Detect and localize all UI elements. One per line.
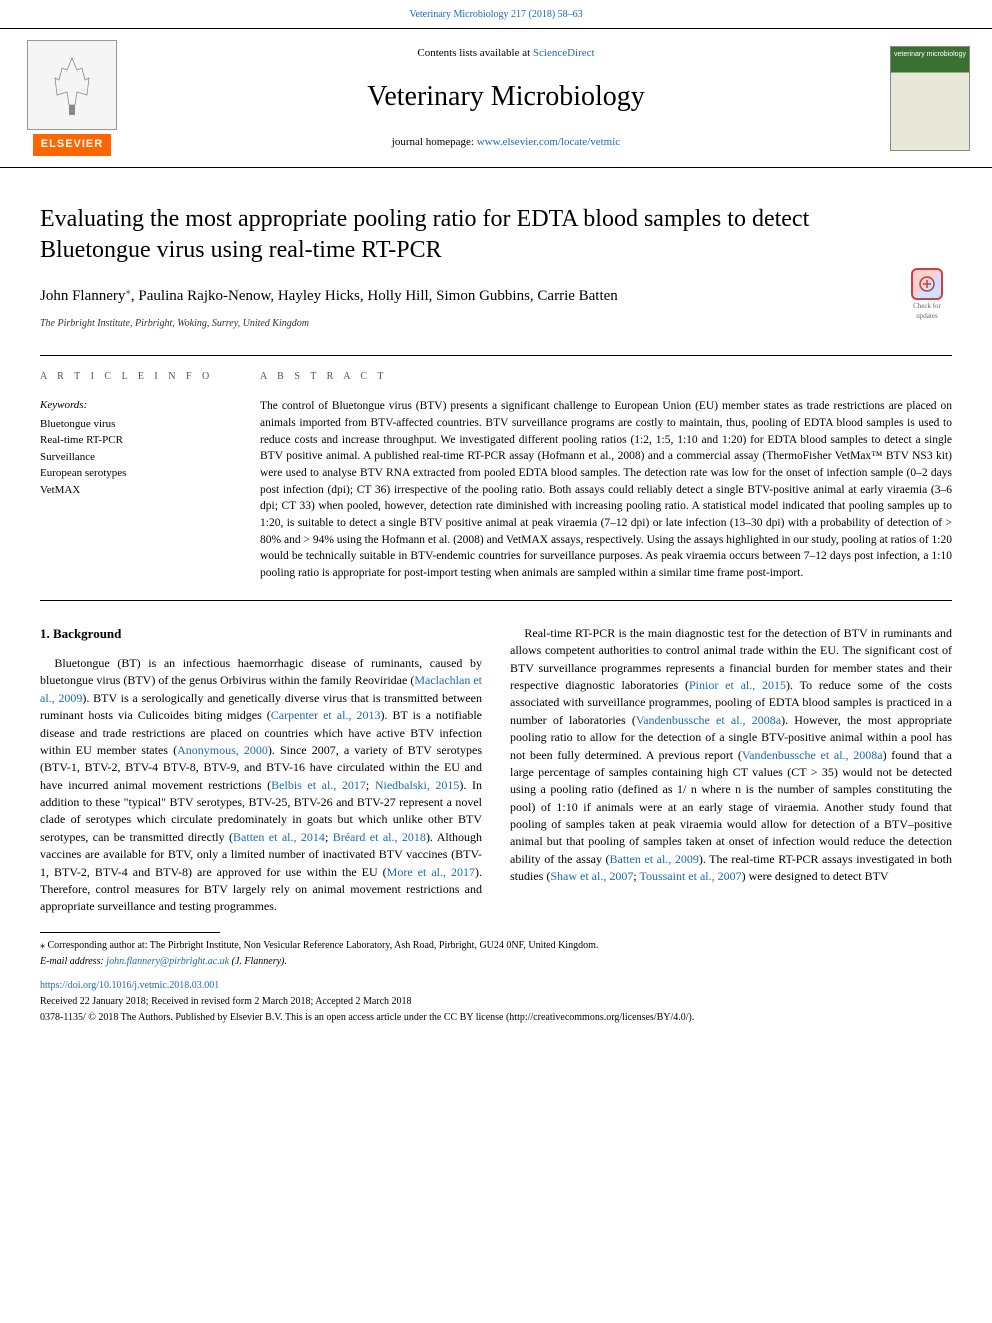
ref-link[interactable]: Carpenter et al., 2013	[271, 708, 381, 722]
ref-link[interactable]: Vandenbussche et al., 2008a	[636, 713, 781, 727]
publisher-block: ELSEVIER	[12, 40, 132, 155]
publisher-label: ELSEVIER	[33, 134, 111, 155]
footer-divider	[40, 932, 220, 933]
journal-name: Veterinary Microbiology	[132, 77, 880, 116]
email-label: E-mail address:	[40, 956, 106, 967]
homepage-link[interactable]: www.elsevier.com/locate/vetmic	[477, 136, 620, 148]
check-updates-label: Check for updates	[913, 302, 941, 320]
contents-prefix: Contents lists available at	[417, 47, 532, 59]
body-text: ;	[325, 830, 333, 844]
masthead-right: veterinary microbiology	[880, 46, 980, 151]
corresponding-author-note: ⁎ Corresponding author at: The Pirbright…	[40, 939, 952, 953]
email-line: E-mail address: john.flannery@pirbright.…	[40, 955, 952, 969]
keywords-label: Keywords:	[40, 398, 236, 413]
sciencedirect-link[interactable]: ScienceDirect	[533, 47, 595, 59]
article-info-column: A R T I C L E I N F O Keywords: Bluetong…	[40, 370, 260, 581]
ref-link[interactable]: Batten et al., 2009	[610, 852, 699, 866]
body-two-column: 1. Background Bluetongue (BT) is an infe…	[0, 601, 992, 926]
body-paragraph-1: Bluetongue (BT) is an infectious haemorr…	[40, 655, 482, 916]
journal-cover-icon: veterinary microbiology	[890, 46, 970, 151]
body-paragraph-2: Real-time RT-PCR is the main diagnostic …	[510, 625, 952, 886]
info-abstract-row: A R T I C L E I N F O Keywords: Bluetong…	[0, 356, 992, 599]
ref-link[interactable]: Anonymous, 2000	[177, 743, 268, 757]
ref-link[interactable]: Toussaint et al., 2007	[639, 869, 741, 883]
abstract-label: A B S T R A C T	[260, 370, 952, 384]
masthead-center: Contents lists available at ScienceDirec…	[132, 46, 880, 150]
author-list: John Flannery⁎, Paulina Rajko-Nenow, Hay…	[40, 284, 952, 307]
check-updates-badge[interactable]: Check for updates	[902, 268, 952, 322]
author-first: John Flannery	[40, 288, 125, 304]
elsevier-tree-icon	[27, 40, 117, 130]
keyword-item: Surveillance	[40, 449, 236, 466]
keyword-item: VetMAX	[40, 482, 236, 499]
email-suffix: (J. Flannery).	[229, 956, 287, 967]
section-heading: 1. Background	[40, 625, 482, 643]
body-text: ;	[366, 778, 375, 792]
copyright-line: 0378-1135/ © 2018 The Authors. Published…	[40, 1011, 952, 1025]
keywords-list: Bluetongue virus Real-time RT-PCR Survei…	[40, 416, 236, 499]
ref-link[interactable]: Vandenbussche et al., 2008a	[742, 748, 883, 762]
abstract-column: A B S T R A C T The control of Bluetongu…	[260, 370, 952, 581]
journal-masthead: ELSEVIER Contents lists available at Sci…	[0, 28, 992, 168]
affiliation: The Pirbright Institute, Pirbright, Woki…	[40, 317, 952, 331]
homepage-line: journal homepage: www.elsevier.com/locat…	[132, 135, 880, 150]
abstract-text: The control of Bluetongue virus (BTV) pr…	[260, 398, 952, 581]
doi-link[interactable]: https://doi.org/10.1016/j.vetmic.2018.03…	[40, 980, 219, 991]
body-text: ) found that a large percentage of sampl…	[510, 748, 952, 866]
email-link[interactable]: john.flannery@pirbright.ac.uk	[106, 956, 229, 967]
article-header: Evaluating the most appropriate pooling …	[0, 168, 992, 355]
ref-link[interactable]: Pinior et al., 2015	[689, 678, 786, 692]
ref-link[interactable]: Belbis et al., 2017	[271, 778, 366, 792]
keyword-item: Real-time RT-PCR	[40, 432, 236, 449]
authors-rest: , Paulina Rajko-Nenow, Hayley Hicks, Hol…	[131, 288, 618, 304]
citation-header: Veterinary Microbiology 217 (2018) 58–63	[0, 0, 992, 28]
article-info-label: A R T I C L E I N F O	[40, 370, 236, 384]
keyword-item: Bluetongue virus	[40, 416, 236, 433]
article-title: Evaluating the most appropriate pooling …	[40, 204, 952, 266]
ref-link[interactable]: Niedbalski, 2015	[375, 778, 460, 792]
ref-link[interactable]: More et al., 2017	[387, 865, 475, 879]
footer: ⁎ Corresponding author at: The Pirbright…	[0, 926, 992, 1041]
cover-title: veterinary microbiology	[894, 51, 966, 58]
ref-link[interactable]: Bréard et al., 2018	[333, 830, 426, 844]
body-text: ) were designed to detect BTV	[742, 869, 889, 883]
homepage-prefix: journal homepage:	[392, 136, 477, 148]
check-updates-icon	[911, 268, 943, 300]
contents-line: Contents lists available at ScienceDirec…	[132, 46, 880, 61]
ref-link[interactable]: Shaw et al., 2007	[550, 869, 633, 883]
citation-link[interactable]: Veterinary Microbiology 217 (2018) 58–63	[409, 9, 582, 20]
ref-link[interactable]: Batten et al., 2014	[233, 830, 325, 844]
article-dates: Received 22 January 2018; Received in re…	[40, 995, 952, 1009]
keyword-item: European serotypes	[40, 465, 236, 482]
